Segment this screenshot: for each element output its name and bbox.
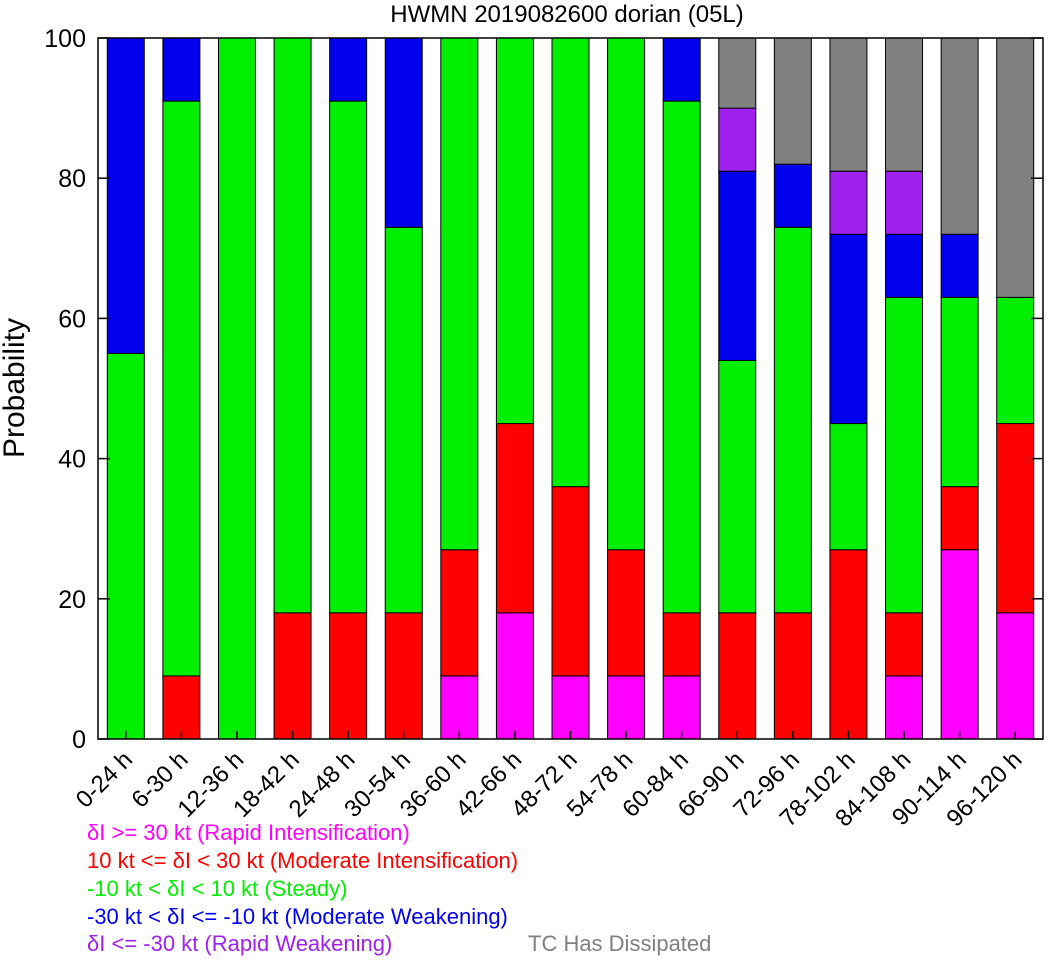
bar-segment bbox=[773, 163, 812, 228]
bar-segment bbox=[885, 37, 924, 172]
bar-segment bbox=[718, 37, 757, 109]
bar-segment bbox=[551, 675, 590, 740]
bar-segment bbox=[329, 612, 368, 740]
legend-item: δI <= -30 kt (Rapid Weakening) bbox=[87, 931, 393, 956]
legend-item: 10 kt <= δI < 30 kt (Moderate Intensific… bbox=[87, 848, 519, 873]
legend-item: -10 kt < δI < 10 kt (Steady) bbox=[87, 876, 348, 901]
bar-segment bbox=[662, 100, 701, 614]
bar-segment bbox=[773, 226, 812, 614]
bar-segment bbox=[940, 549, 979, 740]
bar-segment bbox=[718, 107, 757, 172]
bar-segment bbox=[273, 37, 312, 614]
bar-segment bbox=[384, 612, 423, 740]
bar-segment bbox=[940, 37, 979, 235]
bar-segment bbox=[662, 675, 701, 740]
y-axis-label: Probability bbox=[0, 318, 31, 458]
bar-segment bbox=[829, 549, 868, 740]
bar-segment bbox=[217, 37, 256, 740]
bar-segment bbox=[607, 549, 646, 677]
bar-stack bbox=[495, 37, 534, 740]
bar-segment bbox=[162, 37, 201, 102]
bar-stack bbox=[551, 37, 590, 740]
bar-segment bbox=[829, 170, 868, 235]
axes-layer: 0 20 40 60 80 100 bbox=[44, 25, 1044, 754]
bar-segment bbox=[495, 37, 534, 425]
bar-stack bbox=[273, 37, 312, 740]
bar-stack bbox=[162, 37, 201, 740]
bar-segment bbox=[662, 37, 701, 102]
bar-segment bbox=[885, 296, 924, 614]
bar-stack bbox=[440, 37, 479, 740]
bar-segment bbox=[940, 233, 979, 298]
legend-item: δI >= 30 kt (Rapid Intensification) bbox=[87, 820, 410, 845]
bar-segment bbox=[607, 675, 646, 740]
bar-segment bbox=[829, 233, 868, 425]
chart-title: HWMN 2019082600 dorian (05L) bbox=[390, 1, 744, 28]
bar-stack bbox=[384, 37, 423, 740]
bar-segment bbox=[607, 37, 646, 551]
bar-segment bbox=[162, 100, 201, 677]
bar-segment bbox=[773, 37, 812, 165]
bar-segment bbox=[885, 675, 924, 740]
bar-segment bbox=[440, 675, 479, 740]
bar-segment bbox=[384, 226, 423, 614]
bar-stack bbox=[885, 37, 924, 740]
y-tick-label: 40 bbox=[58, 446, 86, 474]
bar-stack bbox=[996, 37, 1035, 740]
bar-segment bbox=[162, 675, 201, 740]
bar-segment bbox=[829, 423, 868, 551]
bar-segment bbox=[996, 37, 1035, 298]
bar-segment bbox=[329, 100, 368, 614]
bar-stack bbox=[718, 37, 757, 740]
bar-stack bbox=[773, 37, 812, 740]
bar-segment bbox=[106, 352, 145, 740]
bar-segment bbox=[440, 37, 479, 551]
bars-layer bbox=[106, 37, 1035, 740]
y-tick-label: 100 bbox=[44, 25, 86, 53]
bar-segment bbox=[773, 612, 812, 740]
bar-stack bbox=[607, 37, 646, 740]
bar-stack bbox=[940, 37, 979, 740]
bar-segment bbox=[940, 486, 979, 551]
legend-item: -30 kt < δI <= -10 kt (Moderate Weakenin… bbox=[87, 904, 508, 929]
bar-segment bbox=[885, 170, 924, 235]
bar-segment bbox=[495, 423, 534, 614]
bar-segment bbox=[718, 612, 757, 740]
bar-segment bbox=[996, 612, 1035, 740]
y-tick-label: 60 bbox=[58, 305, 86, 333]
bar-segment bbox=[662, 612, 701, 677]
y-tick-label: 0 bbox=[72, 726, 86, 754]
y-tick-label: 80 bbox=[58, 165, 86, 193]
bar-stack bbox=[329, 37, 368, 740]
bar-segment bbox=[718, 170, 757, 361]
bar-segment bbox=[718, 359, 757, 614]
bar-segment bbox=[551, 37, 590, 488]
legend-item: TC Has Dissipated bbox=[528, 931, 712, 956]
bar-segment bbox=[996, 423, 1035, 614]
bar-segment bbox=[940, 296, 979, 488]
bar-segment bbox=[551, 486, 590, 677]
bar-segment bbox=[273, 612, 312, 740]
bar-segment bbox=[329, 37, 368, 102]
bar-segment bbox=[384, 37, 423, 228]
x-tick-label: 0-24 h bbox=[71, 746, 138, 813]
bar-segment bbox=[495, 612, 534, 740]
bar-segment bbox=[996, 296, 1035, 425]
y-tick-label: 20 bbox=[58, 586, 86, 614]
bar-segment bbox=[885, 612, 924, 677]
bar-stack bbox=[829, 37, 868, 740]
bar-stack bbox=[106, 37, 145, 740]
bar-segment bbox=[829, 37, 868, 172]
bar-segment bbox=[440, 549, 479, 677]
bar-stack bbox=[662, 37, 701, 740]
bar-segment bbox=[106, 37, 145, 354]
bar-segment bbox=[885, 233, 924, 298]
bar-stack bbox=[217, 37, 256, 740]
